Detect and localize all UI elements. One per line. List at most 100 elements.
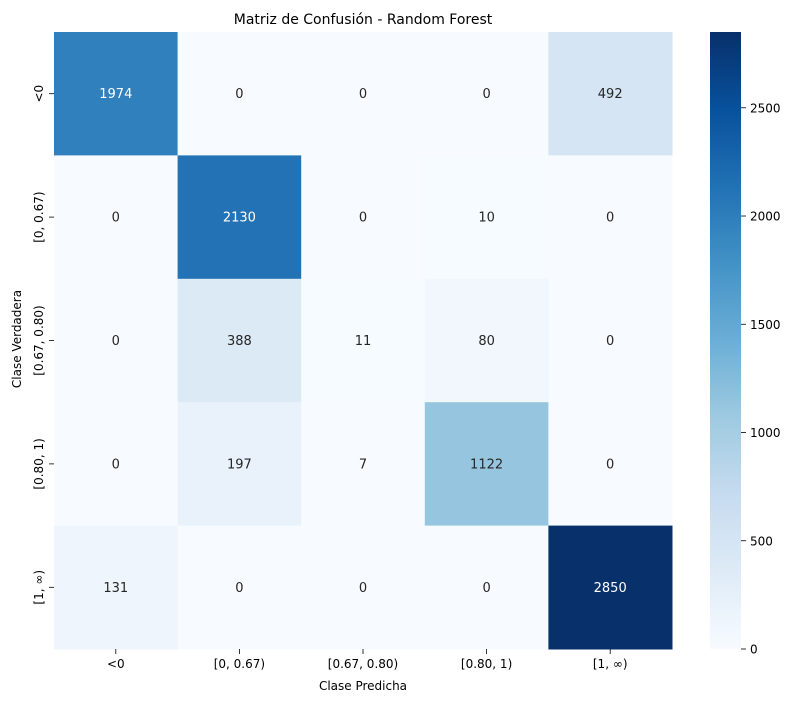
heatmap-cell-value: 0 bbox=[482, 581, 490, 596]
y-axis-ticks: <0 [0, 0.67) [0.67, 0.80) [0.80, 1) [1, ∞) bbox=[32, 85, 54, 605]
heatmap-cell-rect bbox=[54, 402, 179, 527]
heatmap-cell: 0 bbox=[548, 278, 673, 403]
heatmap-cell-rect bbox=[177, 155, 302, 280]
heatmap-cell-rect bbox=[548, 278, 673, 403]
chart-title: Matriz de Confusión - Random Forest bbox=[234, 12, 493, 28]
heatmap-cell-rect bbox=[301, 278, 426, 403]
heatmap-cell-rect bbox=[54, 278, 179, 403]
heatmap-cell-rect bbox=[54, 155, 179, 280]
heatmap-cell: 0 bbox=[54, 278, 179, 403]
heatmap-cell: 0 bbox=[54, 155, 179, 280]
heatmap-cell-rect bbox=[424, 155, 549, 280]
heatmap-cell-value: 1122 bbox=[470, 457, 503, 472]
heatmap-cell-value: 0 bbox=[606, 334, 614, 349]
heatmap-cell: 2850 bbox=[548, 525, 673, 650]
colorbar-tick-label: 1500 bbox=[750, 318, 781, 332]
y-axis-label: Clase Verdadera bbox=[10, 290, 24, 388]
heatmap-cell-value: 0 bbox=[606, 457, 614, 472]
heatmap-cell-rect bbox=[301, 525, 426, 650]
heatmap-cell-value: 388 bbox=[227, 334, 252, 349]
colorbar-tick-label: 1000 bbox=[750, 426, 781, 440]
heatmap-cell: 0 bbox=[424, 525, 549, 650]
heatmap-cell: 7 bbox=[301, 402, 426, 527]
x-tick-label: <0 bbox=[107, 657, 125, 671]
heatmap-cell: 0 bbox=[301, 32, 426, 156]
heatmap-cell: 1974 bbox=[54, 32, 179, 156]
heatmap-cell-value: 2850 bbox=[594, 581, 627, 596]
heatmap-cell: 0 bbox=[177, 32, 302, 156]
heatmap-cell-value: 492 bbox=[598, 87, 623, 102]
heatmap-cell-value: 10 bbox=[478, 211, 495, 226]
heatmap-cell-rect bbox=[301, 155, 426, 280]
heatmap-cell-rect bbox=[548, 402, 673, 527]
colorbar-tick-label: 2000 bbox=[750, 210, 781, 224]
heatmap-cell-rect bbox=[301, 32, 426, 156]
heatmap-cell: 0 bbox=[548, 155, 673, 280]
heatmap-cell-value: 0 bbox=[112, 457, 120, 472]
x-tick-label: [0.80, 1) bbox=[461, 657, 512, 671]
heatmap-cell: 0 bbox=[177, 525, 302, 650]
y-tick-label: [0.80, 1) bbox=[32, 438, 46, 489]
heatmap-cell-rect bbox=[177, 32, 302, 156]
heatmap-cell: 10 bbox=[424, 155, 549, 280]
heatmap-cell-value: 0 bbox=[235, 87, 243, 102]
heatmap-cell-value: 0 bbox=[606, 211, 614, 226]
colorbar-tick-label: 0 bbox=[750, 643, 758, 657]
heatmap-cell-rect bbox=[548, 525, 673, 650]
heatmap-cell-rect bbox=[177, 525, 302, 650]
heatmap-cell-rect bbox=[54, 32, 179, 156]
x-axis-ticks: <0 [0, 0.67) [0.67, 0.80) [0.80, 1) [1, ∞) bbox=[107, 649, 628, 671]
x-tick-label: [1, ∞) bbox=[593, 657, 628, 671]
heatmap-cell-value: 0 bbox=[482, 87, 490, 102]
heatmap-cell-value: 80 bbox=[478, 334, 495, 349]
heatmap-cell: 0 bbox=[548, 402, 673, 527]
heatmap-cell-value: 197 bbox=[227, 457, 252, 472]
heatmap-cell-rect bbox=[424, 278, 549, 403]
heatmap-cell-rect bbox=[424, 402, 549, 527]
heatmap-cell-value: 131 bbox=[103, 581, 128, 596]
heatmap-cell-rect bbox=[548, 32, 673, 156]
heatmap-cell: 492 bbox=[548, 32, 673, 156]
heatmap-cell: 0 bbox=[54, 402, 179, 527]
colorbar-gradient bbox=[710, 32, 741, 649]
heatmap-cell: 388 bbox=[177, 278, 302, 403]
x-tick-label: [0.67, 0.80) bbox=[328, 657, 398, 671]
heatmap-cell-rect bbox=[548, 155, 673, 280]
heatmap-cell: 2130 bbox=[177, 155, 302, 280]
heatmap-cell: 0 bbox=[301, 155, 426, 280]
heatmap-cell-value: 11 bbox=[355, 334, 372, 349]
heatmap-cell: 11 bbox=[301, 278, 426, 403]
heatmap-cell-rect bbox=[301, 402, 426, 527]
colorbar: 0 500 1000 1500 2000 2500 bbox=[710, 32, 781, 657]
heatmap-cell: 80 bbox=[424, 278, 549, 403]
heatmap-cell-value: 0 bbox=[359, 211, 367, 226]
y-tick-label: [1, ∞) bbox=[32, 570, 46, 605]
heatmap-cell-value: 1974 bbox=[99, 87, 132, 102]
heatmap-cell-value: 0 bbox=[112, 211, 120, 226]
x-tick-label: [0, 0.67) bbox=[214, 657, 265, 671]
colorbar-tick-label: 500 bbox=[750, 534, 773, 548]
heatmap-cell: 0 bbox=[424, 32, 549, 156]
x-axis-label: Clase Predicha bbox=[319, 679, 407, 693]
heatmap-cell-rect bbox=[424, 32, 549, 156]
heatmap-cell-rect bbox=[424, 525, 549, 650]
heatmap-cells: 1974 0 0 0 492 0 2130 0 10 0 0 388 11 80 0 0 197 7 1122 0 13… bbox=[54, 32, 673, 650]
heatmap-cell-rect bbox=[177, 278, 302, 403]
heatmap-cell-value: 0 bbox=[112, 334, 120, 349]
heatmap-cell-value: 2130 bbox=[223, 211, 256, 226]
heatmap-cell: 131 bbox=[54, 525, 179, 650]
y-tick-label: <0 bbox=[32, 85, 46, 103]
heatmap-cell-value: 0 bbox=[359, 87, 367, 102]
heatmap-cell-value: 0 bbox=[359, 581, 367, 596]
heatmap-cell-rect bbox=[54, 525, 179, 650]
heatmap-cell: 0 bbox=[301, 525, 426, 650]
y-tick-label: [0.67, 0.80) bbox=[32, 305, 46, 375]
heatmap-cell-value: 0 bbox=[235, 581, 243, 596]
heatmap-cell-value: 7 bbox=[359, 457, 367, 472]
colorbar-tick-label: 2500 bbox=[750, 101, 781, 115]
heatmap-cell-rect bbox=[177, 402, 302, 527]
y-tick-label: [0, 0.67) bbox=[32, 191, 46, 242]
heatmap-cell: 1122 bbox=[424, 402, 549, 527]
heatmap-cell: 197 bbox=[177, 402, 302, 527]
